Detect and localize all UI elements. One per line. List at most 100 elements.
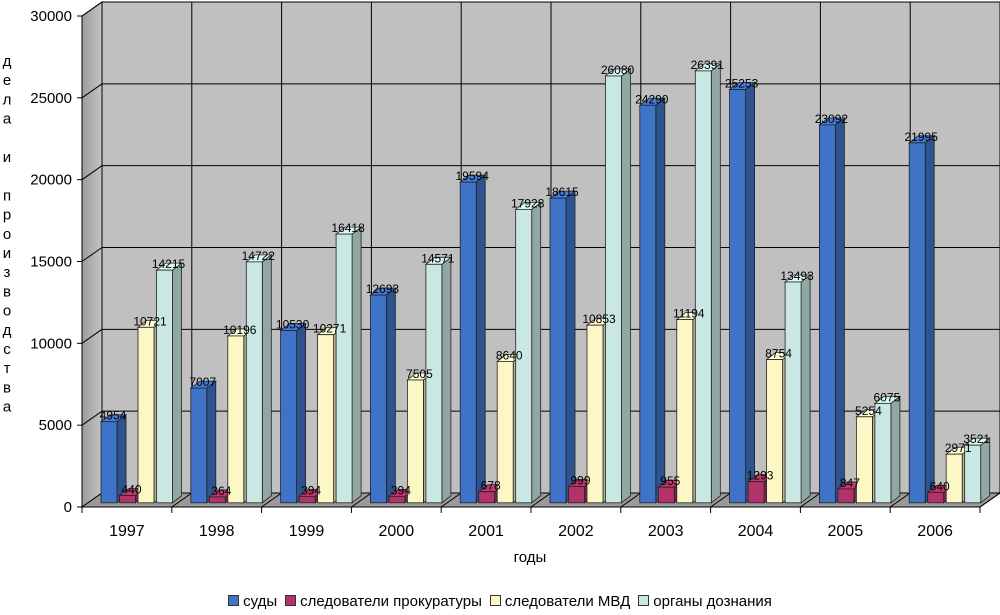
x-tick-label: 1999: [289, 523, 325, 540]
data-label: 10271: [313, 322, 347, 336]
data-label: 2971: [945, 441, 972, 455]
axes: [77, 15, 1000, 513]
data-label: 5254: [855, 404, 882, 418]
y-tick-label: 5000: [39, 417, 72, 434]
gridline-side: [81, 410, 103, 426]
gridline-floor: [530, 492, 552, 508]
data-label: 10853: [582, 312, 616, 326]
gridline-side: [81, 328, 103, 344]
data-label: 6075: [874, 390, 901, 404]
data-label: 14722: [242, 249, 276, 263]
svg-text:д: д: [3, 53, 12, 70]
bar: [638, 97, 666, 504]
x-tick-label: 2004: [738, 523, 774, 540]
bar: [189, 380, 217, 504]
bar: [873, 395, 902, 504]
x-tick-label: 1997: [109, 523, 145, 540]
legend-swatch: [285, 595, 297, 606]
legend-item: органы дознания: [638, 593, 772, 610]
gridline-floor: [261, 492, 282, 508]
legend-label: следователи прокуратуры: [300, 593, 482, 610]
y-tick-label: 30000: [30, 8, 72, 25]
svg-text:с: с: [3, 341, 11, 358]
bar-chart: 0 5000 10000 15000 20000 25000 30000 4954 440 107…: [3, 1, 1000, 566]
bar: [279, 322, 307, 504]
gridline-side: [81, 1, 103, 17]
bar: [604, 68, 632, 504]
svg-text:р: р: [3, 207, 11, 224]
data-label: 25253: [725, 76, 759, 90]
x-tick-label: 2006: [917, 523, 953, 540]
legend-item: следователи МВД: [489, 593, 630, 610]
legend-item: суды: [228, 593, 277, 610]
bar: [424, 256, 453, 504]
data-label: 999: [570, 473, 590, 487]
bar: [369, 287, 397, 504]
gridline-floor: [351, 492, 372, 508]
bar: [783, 274, 812, 504]
y-tick-label: 25000: [30, 90, 72, 107]
legend-item: следователи прокуратуры: [285, 593, 482, 610]
data-label: 17928: [511, 196, 545, 210]
gridline-floor: [171, 492, 193, 508]
bar: [459, 174, 487, 504]
svg-text:и: и: [3, 245, 11, 262]
svg-text:а: а: [3, 111, 12, 128]
y-tick-label: 20000: [30, 172, 72, 189]
data-label: 10721: [133, 314, 167, 328]
legend-label: органы дознания: [653, 593, 772, 610]
gridline-floor: [440, 492, 462, 508]
y-tick-label: 15000: [30, 254, 72, 271]
bar: [908, 134, 936, 504]
y-tick-label: 0: [64, 499, 72, 516]
gridline-floor: [889, 492, 911, 508]
data-label: 7505: [406, 367, 433, 381]
svg-text:в: в: [3, 379, 11, 396]
data-label: 12693: [366, 282, 400, 296]
x-tick-label: 1998: [199, 523, 235, 540]
x-tick-label: 2003: [648, 523, 684, 540]
bar: [514, 201, 542, 504]
x-tick-label: 2001: [468, 523, 504, 540]
data-label: 1293: [747, 469, 774, 483]
data-label: 24290: [635, 92, 669, 106]
svg-text:в: в: [3, 283, 11, 300]
data-label: 18615: [545, 185, 579, 199]
svg-text:е: е: [3, 72, 11, 89]
bar: [99, 413, 128, 504]
data-label: 14571: [421, 251, 455, 265]
data-label: 4954: [100, 409, 127, 423]
svg-text:о: о: [3, 226, 11, 243]
x-tick-label: 2002: [558, 523, 594, 540]
legend-label: суды: [243, 593, 278, 610]
gridline-floor: [620, 492, 642, 508]
x-tick-label: 2000: [379, 523, 415, 540]
gridline-floor: [800, 492, 821, 508]
data-label: 8754: [765, 347, 792, 361]
svg-text:з: з: [4, 264, 11, 281]
legend: суды следователи прокуратуры следователи М…: [0, 593, 1000, 610]
data-label: 14215: [152, 257, 186, 271]
x-tick-label: 2005: [828, 523, 864, 540]
gridline-side: [81, 83, 103, 99]
bar: [334, 226, 363, 504]
svg-text:о: о: [3, 303, 11, 320]
data-label: 11194: [673, 307, 705, 321]
bar: [155, 262, 183, 504]
bar: [548, 190, 577, 504]
bar: [963, 437, 991, 504]
data-label: 13493: [780, 269, 814, 283]
data-label: 7007: [189, 375, 216, 389]
svg-text:и: и: [3, 149, 11, 166]
data-label: 394: [391, 483, 411, 497]
svg-text:а: а: [3, 399, 12, 416]
bar: [728, 81, 756, 504]
data-label: 26391: [691, 58, 725, 72]
bars: [99, 63, 991, 504]
legend-swatch: [228, 595, 240, 606]
data-label: 394: [301, 483, 321, 497]
legend-swatch: [489, 595, 501, 606]
data-label: 440: [121, 483, 141, 497]
x-axis-title: годы: [514, 549, 547, 566]
